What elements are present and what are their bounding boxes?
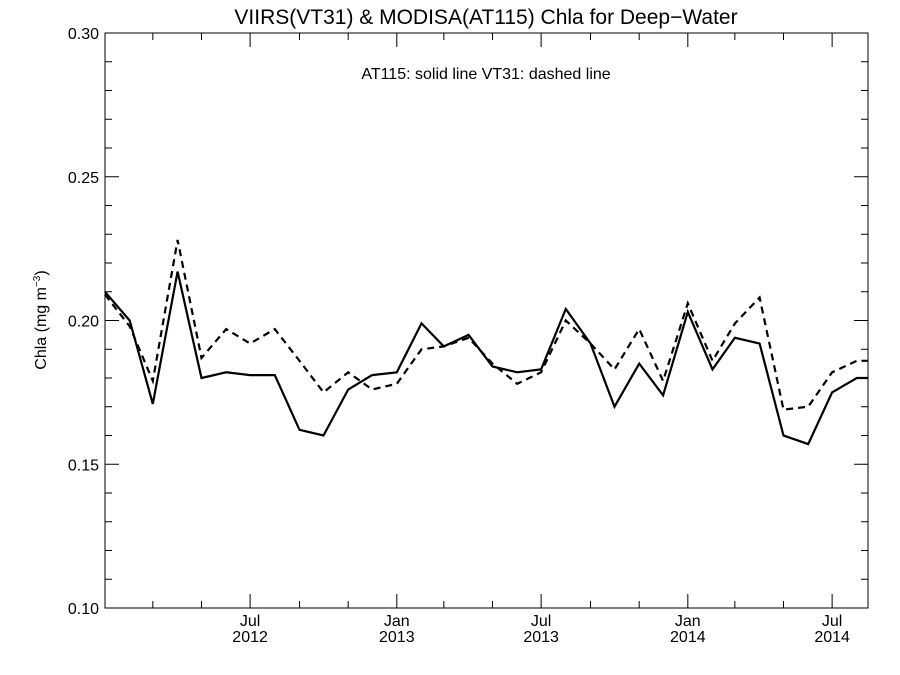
y-tick-label: 0.20	[68, 314, 99, 331]
line-style-annotation: AT115: solid line VT31: dashed line	[361, 66, 610, 83]
x-tick-label-month: Jan	[384, 613, 410, 630]
series-line-vt31	[104, 239, 868, 411]
plot-frame	[104, 32, 869, 609]
series-line-at115	[104, 271, 868, 446]
x-tick-label-year: 2014	[814, 629, 850, 646]
y-tick-label: 0.15	[68, 457, 99, 474]
x-tick-label-month: Jul	[822, 613, 842, 630]
x-tick-label-year: 2013	[523, 629, 559, 646]
x-tick-label-month: Jan	[675, 613, 701, 630]
x-tick-label-month: Jul	[240, 613, 260, 630]
y-axis-label-superscript: −3	[32, 275, 43, 287]
x-tick-label-year: 2014	[670, 629, 706, 646]
series-group	[104, 239, 868, 446]
y-axis-label: Chla (mg m−3)	[32, 270, 50, 369]
y-tick-label: 0.30	[68, 26, 99, 43]
x-tick-label-year: 2013	[379, 629, 415, 646]
axis-tick-labels: 0.100.150.200.250.30Jul2012Jan2013Jul201…	[68, 26, 850, 646]
y-axis-label-close: )	[33, 270, 50, 275]
x-tick-label-month: Jul	[531, 613, 551, 630]
y-tick-label: 0.25	[68, 170, 99, 187]
y-axis-label-text: Chla (mg m	[33, 287, 50, 370]
x-tick-label-year: 2012	[232, 629, 268, 646]
y-tick-label: 0.10	[68, 601, 99, 618]
chart-title: VIIRS(VT31) & MODISA(AT115) Chla for Dee…	[234, 6, 737, 29]
axis-ticks	[105, 32, 868, 609]
